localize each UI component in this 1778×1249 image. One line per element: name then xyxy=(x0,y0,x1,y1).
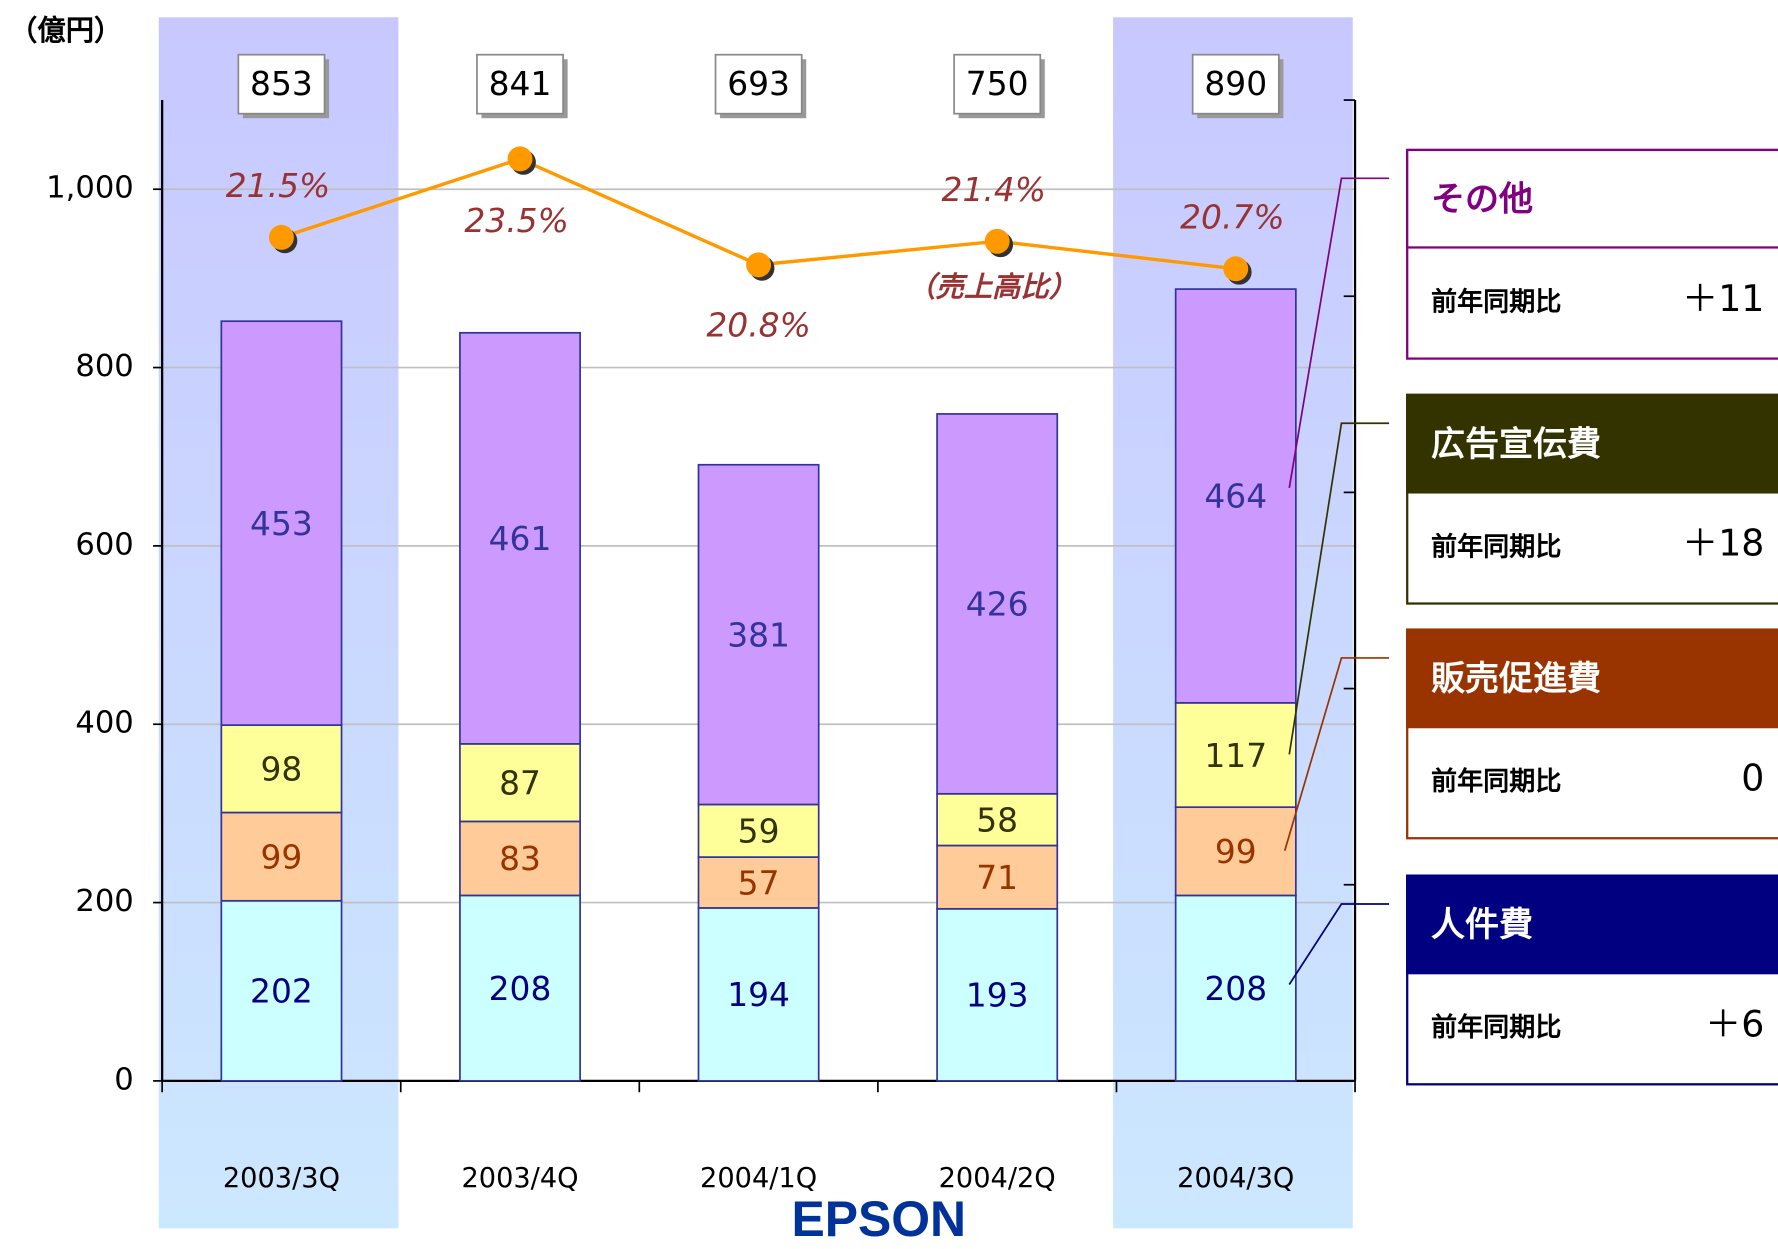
segment-label: 57 xyxy=(738,863,780,902)
total-box xyxy=(237,53,326,115)
yoy-value: ＋18 xyxy=(1682,522,1764,565)
bar-segment xyxy=(459,331,581,745)
total-label: 693 xyxy=(727,64,790,103)
x-tick-label: 2003/3Q xyxy=(223,1163,340,1194)
ratio-name: （売上高比） xyxy=(907,270,1077,303)
segment-label: 117 xyxy=(1204,736,1267,775)
y-tick-label: 0 xyxy=(114,1062,133,1097)
segment-label: 58 xyxy=(976,800,1018,839)
segment-label: 83 xyxy=(499,839,541,878)
segment-label: 71 xyxy=(976,858,1018,897)
y-tick-label: 400 xyxy=(75,706,133,741)
yoy-label: 前年同期比 xyxy=(1431,766,1561,797)
connector xyxy=(1288,177,1390,489)
connector xyxy=(1288,903,1390,985)
segment-label: 87 xyxy=(499,763,541,802)
bar-segment xyxy=(220,899,343,1082)
segment-label: 194 xyxy=(727,975,790,1014)
bar-segment xyxy=(1174,806,1297,897)
total-label: 853 xyxy=(250,64,313,103)
segment-label: 99 xyxy=(1215,832,1257,871)
yoy-value: ＋6 xyxy=(1705,1002,1764,1045)
yoy-label: 前年同期比 xyxy=(1431,1012,1561,1043)
bar-segment xyxy=(220,320,343,726)
logo: EPSON xyxy=(791,1191,966,1247)
bar-segment xyxy=(1174,894,1297,1082)
total-label: 841 xyxy=(489,64,552,103)
connector xyxy=(1288,422,1390,755)
yoy-label: 前年同期比 xyxy=(1431,531,1561,562)
ratio-label: 20.7% xyxy=(1180,197,1284,236)
yoy-value: 0 xyxy=(1741,756,1764,799)
bar-segment xyxy=(1174,288,1297,704)
segment-label: 208 xyxy=(1204,969,1267,1008)
ratio-line xyxy=(280,157,1236,271)
segment-label: 59 xyxy=(738,812,780,851)
ratio-marker xyxy=(507,146,533,172)
bar-segment xyxy=(459,894,581,1082)
segment-label: 99 xyxy=(261,837,303,876)
ratio-label: 23.5% xyxy=(464,201,568,240)
total-box xyxy=(714,53,803,115)
y-tick-label: 1,000 xyxy=(46,171,134,206)
ratio-marker xyxy=(268,224,294,250)
legend-header xyxy=(1406,393,1778,494)
ratio-label: 20.8% xyxy=(706,306,810,345)
segment-label: 208 xyxy=(489,969,552,1008)
x-tick-label: 2004/3Q xyxy=(1177,1163,1294,1194)
segment-label: 381 xyxy=(727,615,790,654)
segment-label: 193 xyxy=(966,976,1029,1015)
bar-segment xyxy=(1174,701,1297,809)
ratio-label: 21.5% xyxy=(226,166,330,205)
total-box xyxy=(953,53,1042,115)
bar-segment xyxy=(697,803,820,858)
ratio-marker xyxy=(1223,256,1249,282)
legend-name: 広告宣伝費 xyxy=(1431,424,1601,464)
x-tick-label: 2003/4Q xyxy=(461,1163,578,1194)
legend-header xyxy=(1406,874,1778,975)
segment-label: 461 xyxy=(489,519,552,558)
y-tick-label: 800 xyxy=(75,349,133,384)
legend-name: 人件費 xyxy=(1431,905,1533,945)
total-label: 890 xyxy=(1204,64,1267,103)
segment-label: 98 xyxy=(261,750,303,789)
bar-segment xyxy=(697,856,820,909)
bar-segment xyxy=(459,743,581,823)
y-tick-label: 600 xyxy=(75,527,133,562)
legend-name: その他 xyxy=(1431,179,1533,219)
yoy-value: ＋11 xyxy=(1682,277,1764,320)
y-tick-label: 200 xyxy=(75,884,133,919)
connector xyxy=(1283,657,1390,851)
legend-header xyxy=(1406,628,1778,729)
yoy-label: 前年同期比 xyxy=(1431,287,1561,318)
legend-header xyxy=(1406,148,1778,249)
bar-segment xyxy=(220,811,343,902)
total-box xyxy=(476,53,564,115)
ratio-marker xyxy=(984,228,1010,254)
bar-segment xyxy=(936,792,1059,847)
bar-segment xyxy=(220,724,343,814)
bar-segment xyxy=(936,413,1059,795)
segment-label: 426 xyxy=(966,585,1029,624)
bar-segment xyxy=(697,907,820,1082)
total-label: 750 xyxy=(966,64,1029,103)
ratio-marker xyxy=(746,252,772,278)
x-tick-label: 2004/1Q xyxy=(700,1163,817,1194)
bar-segment xyxy=(697,463,820,806)
segment-label: 453 xyxy=(250,504,313,543)
bar-segment xyxy=(936,907,1059,1082)
ratio-label: 21.4% xyxy=(942,170,1046,209)
segment-label: 464 xyxy=(1204,477,1267,516)
total-box xyxy=(1191,53,1280,115)
legend-name: 販売促進費 xyxy=(1431,659,1601,699)
x-tick-label: 2004/2Q xyxy=(939,1163,1056,1194)
segment-label: 202 xyxy=(250,972,313,1011)
bar-segment xyxy=(936,844,1059,910)
unit-label: （億円） xyxy=(9,14,122,47)
